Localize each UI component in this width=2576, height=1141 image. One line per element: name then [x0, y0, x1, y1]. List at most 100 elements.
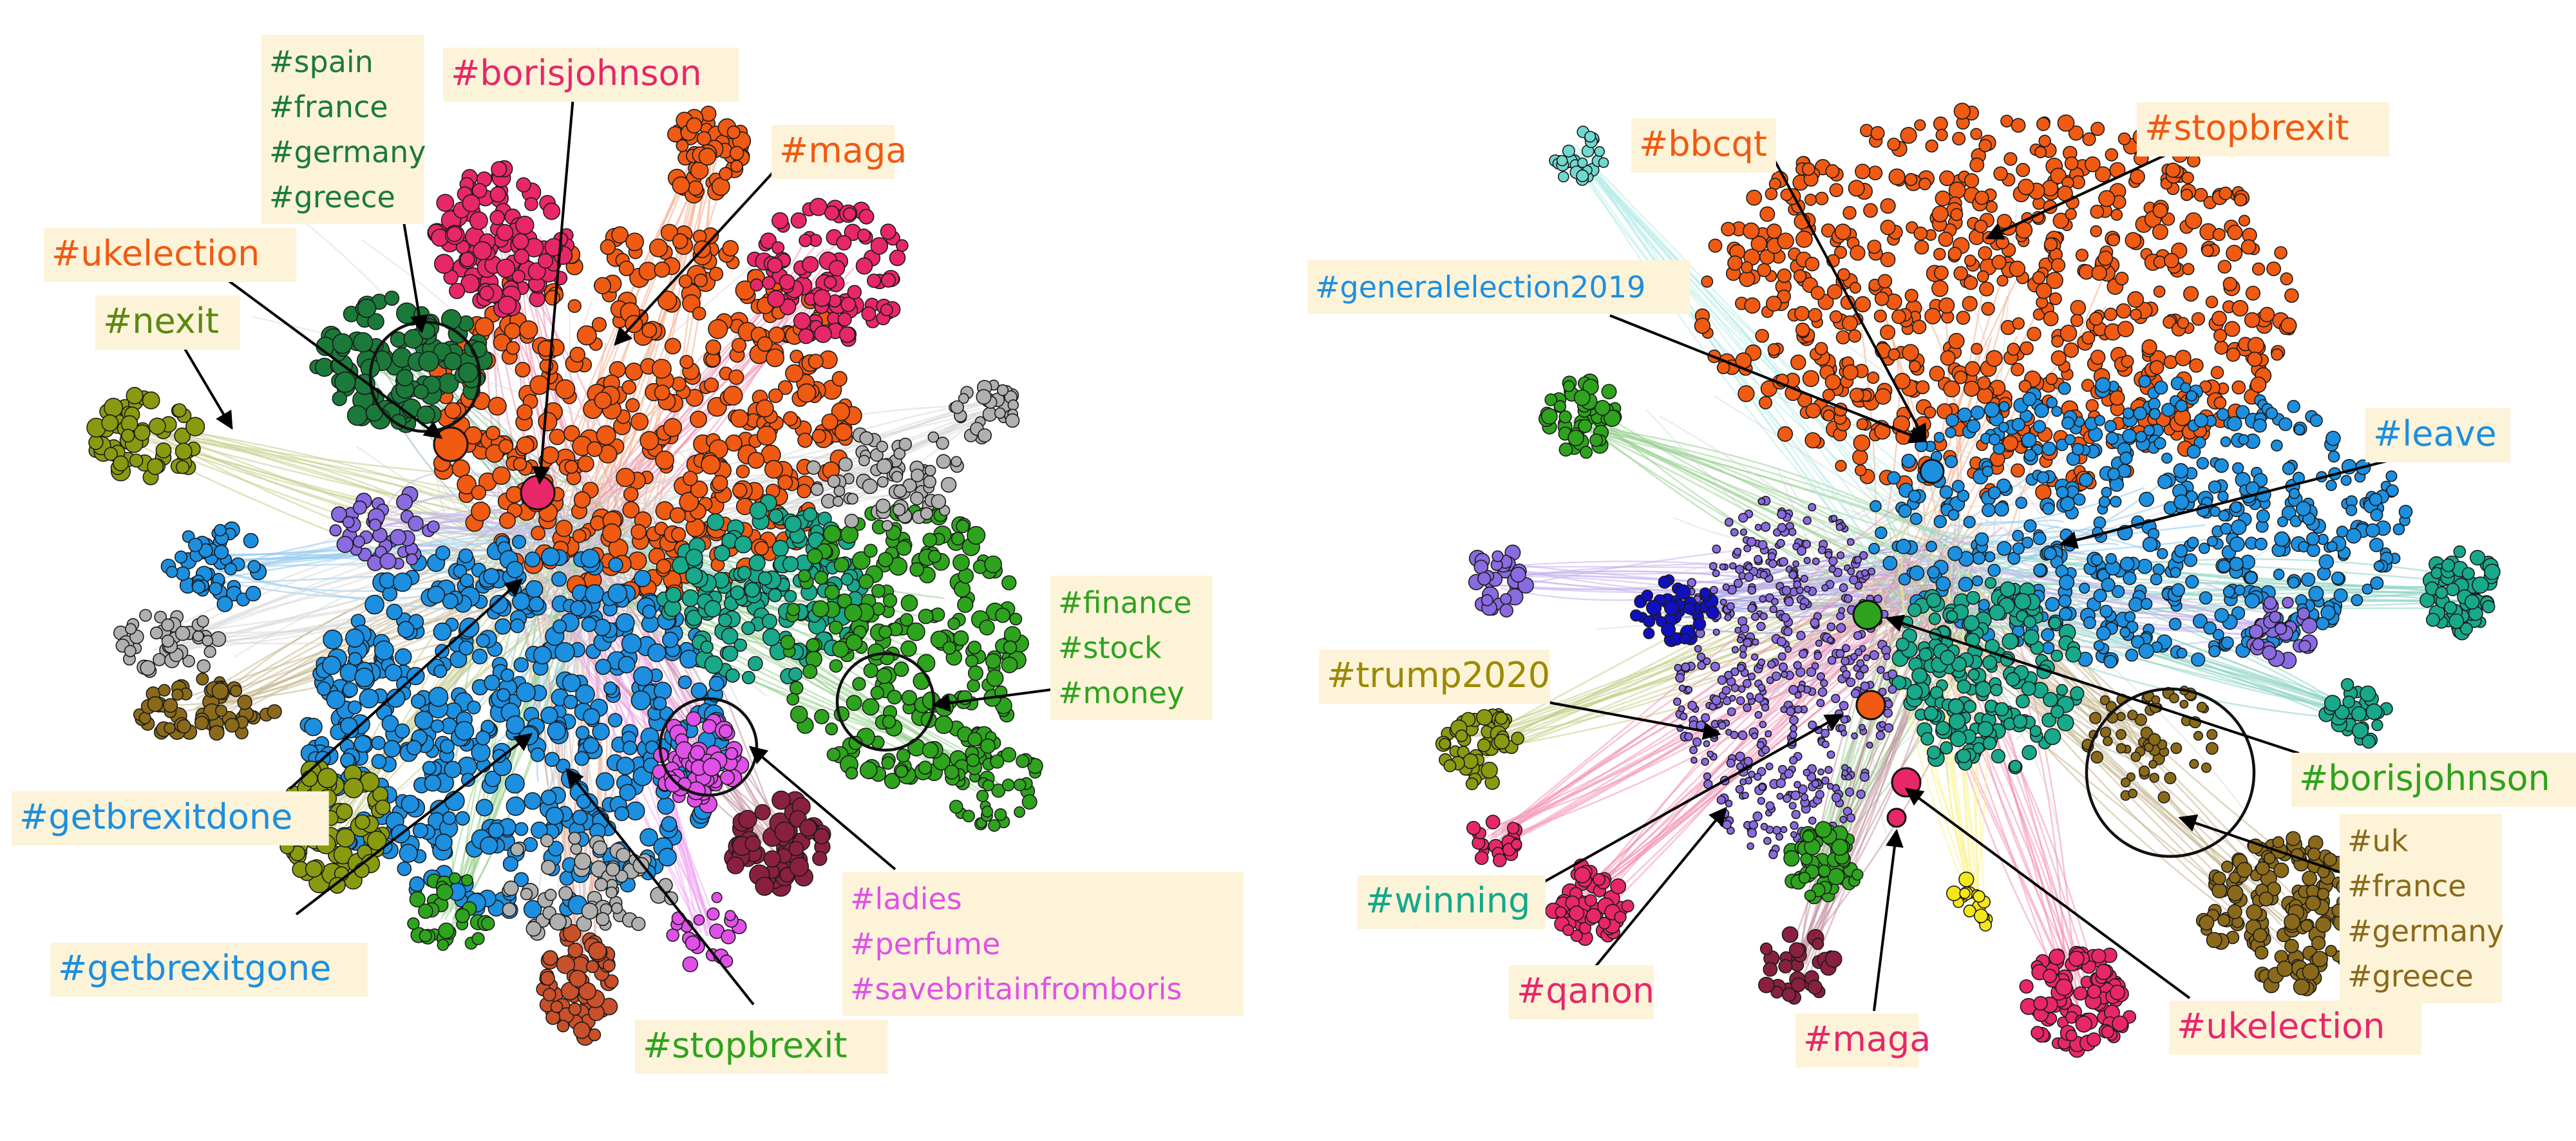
node [621, 380, 637, 395]
node [1970, 127, 1983, 140]
node [1982, 466, 1994, 477]
node [322, 655, 341, 675]
node [628, 551, 647, 570]
node [550, 1000, 564, 1014]
node [1005, 413, 1020, 428]
node [2238, 434, 2249, 446]
node [2016, 163, 2031, 178]
node [366, 831, 387, 851]
node [147, 696, 164, 712]
node [625, 232, 645, 252]
node [305, 860, 323, 878]
node [544, 751, 560, 768]
node [1985, 350, 2003, 367]
node [1007, 399, 1019, 411]
node [1987, 486, 2001, 500]
node [982, 779, 994, 792]
node [880, 223, 896, 240]
node [896, 239, 909, 252]
node [2034, 403, 2049, 419]
node [834, 423, 853, 441]
node [2002, 632, 2019, 650]
node [214, 523, 227, 537]
node [852, 677, 866, 691]
node [576, 794, 591, 809]
node [1915, 380, 1930, 395]
node [2219, 186, 2233, 200]
node [153, 653, 166, 666]
node [730, 160, 743, 173]
node [837, 593, 852, 608]
node [1825, 164, 1840, 178]
node [735, 464, 750, 478]
node [1972, 551, 1986, 565]
node [471, 183, 488, 198]
node [965, 654, 979, 668]
node [1981, 301, 1995, 316]
node [1987, 563, 2001, 577]
node [2234, 584, 2246, 596]
node [511, 592, 531, 611]
node [2073, 493, 2086, 506]
node [379, 572, 396, 589]
node [2168, 618, 2182, 631]
node [619, 784, 636, 801]
node [685, 609, 703, 627]
edge [175, 519, 567, 643]
node [428, 686, 449, 707]
node [802, 507, 818, 522]
node [768, 326, 786, 344]
node [994, 407, 1006, 419]
node [1989, 604, 2005, 621]
node [767, 290, 785, 308]
node [412, 822, 429, 839]
node [1822, 388, 1835, 402]
node [730, 585, 745, 601]
node [382, 586, 398, 602]
node [357, 298, 377, 318]
node [516, 404, 533, 420]
node [175, 442, 193, 460]
node [175, 460, 190, 475]
node [1754, 711, 1763, 719]
node [730, 409, 749, 428]
node [594, 277, 612, 295]
node [718, 613, 732, 628]
node [1976, 270, 1989, 283]
node [555, 379, 576, 399]
node [679, 355, 694, 370]
node [928, 549, 942, 563]
node [685, 567, 703, 585]
node [417, 903, 433, 919]
node [354, 735, 372, 753]
node [496, 223, 514, 241]
node [1926, 540, 1937, 552]
node [2081, 331, 2096, 345]
node [461, 874, 473, 887]
node [352, 332, 374, 353]
node [2042, 502, 2055, 515]
node [175, 566, 191, 581]
node [1741, 261, 1754, 274]
node [506, 486, 523, 504]
node [386, 688, 406, 708]
node [772, 790, 791, 810]
node [348, 652, 363, 666]
node [336, 803, 353, 820]
node [545, 806, 564, 825]
node [923, 475, 937, 489]
node [1853, 434, 1871, 452]
node [789, 681, 804, 695]
node [430, 719, 444, 733]
node [2174, 494, 2190, 510]
node [516, 177, 531, 193]
node [2222, 276, 2238, 292]
node [1867, 371, 1880, 384]
node [506, 341, 520, 355]
node [2325, 480, 2337, 491]
edge [554, 151, 701, 574]
node [901, 690, 917, 706]
node [383, 740, 401, 758]
node [2216, 408, 2230, 421]
node [829, 620, 843, 635]
